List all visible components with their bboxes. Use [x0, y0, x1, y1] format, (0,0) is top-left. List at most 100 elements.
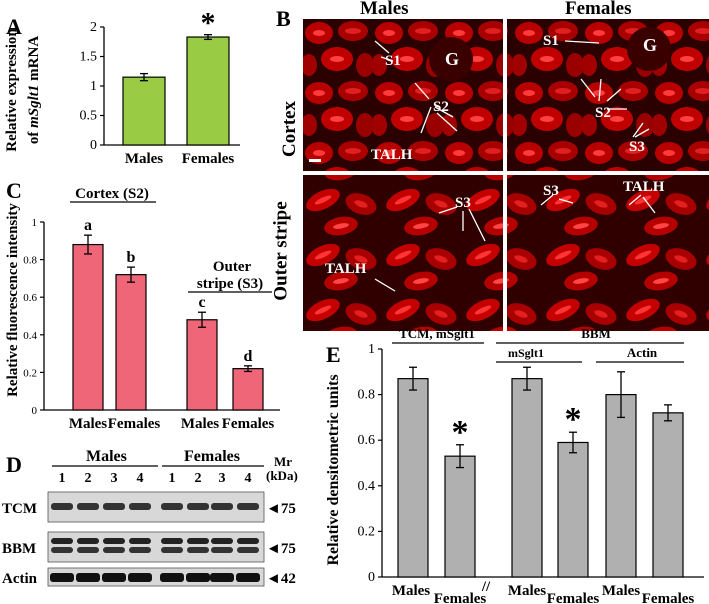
- panel-b-col-males: Males: [360, 0, 409, 19]
- axis-break-mark: //: [481, 579, 491, 595]
- panel-c-chart: 0 0.2 0.4 0.6 0.8 1 a Males b Females c Males d Femal…: [5, 186, 280, 432]
- bar: [72, 243, 104, 411]
- panel-a-letter: A: [6, 14, 22, 39]
- panel-a-ylabel: Relative expression: [4, 28, 20, 152]
- bar: [444, 455, 476, 578]
- blot-band: [51, 538, 73, 544]
- significance-letter: a: [84, 217, 92, 234]
- blot-band: [128, 573, 152, 582]
- significance-letter: c: [198, 294, 205, 311]
- panel-c-group2-line2: stripe (S3): [197, 276, 263, 292]
- category-label: Males: [125, 151, 163, 167]
- y-tick-label: 0.2: [358, 524, 376, 539]
- panel-d-mr: Mr: [274, 454, 293, 469]
- b-label-m-outer-talh: TALH: [325, 261, 367, 277]
- significance-star: *: [452, 414, 469, 451]
- y-tick-label: 0.8: [23, 255, 37, 267]
- b-label-f-g: G: [643, 35, 657, 55]
- y-tick-label: 0.2: [23, 367, 37, 379]
- lane-number: 2: [85, 471, 92, 486]
- y-tick-label: 0.5: [80, 109, 98, 124]
- blot-band: [103, 503, 125, 510]
- blot-band: [161, 503, 183, 510]
- bar: [557, 441, 589, 578]
- panel-a-ylabel-line1: Relative expression: [4, 28, 20, 152]
- panel-a-ylabel-prefix: of: [26, 128, 42, 144]
- y-tick-label: 0.4: [23, 330, 37, 342]
- bar: [115, 274, 147, 411]
- category-label: Females: [108, 416, 161, 432]
- blot-band: [161, 538, 183, 544]
- mw-marker: ◄75: [266, 541, 296, 557]
- b-label-f-s2: S2: [595, 105, 611, 121]
- panel-a-ylabel-line2: of mSglt1 mRNA: [26, 36, 42, 145]
- blot-band: [77, 547, 99, 553]
- b-label-m-s2: S2: [433, 99, 449, 115]
- y-tick-label: 1.5: [80, 50, 98, 65]
- micrograph-males-outer-stripe: [303, 175, 503, 331]
- significance-letter: b: [127, 249, 136, 266]
- category-label: Males: [508, 583, 546, 599]
- lane-number: 2: [195, 471, 202, 486]
- panel-e-bbm-sub1: mSglt1: [508, 346, 544, 360]
- panel-e-tcm-header: TCM, mSglt1: [399, 326, 475, 341]
- b-label-f-s3: S3: [629, 139, 645, 155]
- panel-c-ylabel: Relative fluorescence intensity: [5, 203, 21, 397]
- y-tick-label: 0: [368, 570, 375, 585]
- panel-d-kda: (kDa): [266, 468, 298, 483]
- category-label: Females: [434, 591, 487, 604]
- y-tick-label: 0: [90, 138, 97, 153]
- panel-d-blot: 1 2 3 4 1 2 3 4 TCM ◄75 BBM ◄75 Actin ◄42: [2, 465, 296, 587]
- blot-band: [76, 573, 100, 582]
- y-tick-label: 1: [32, 217, 38, 229]
- panel-e-ylabel: Relative densitometric units: [325, 374, 342, 565]
- blot-band: [103, 547, 125, 553]
- blot-band: [236, 573, 260, 582]
- mw-marker: ◄42: [266, 571, 296, 587]
- micrograph-females-cortex: [507, 19, 709, 171]
- blot-band: [187, 503, 209, 510]
- blot-band: [77, 538, 99, 544]
- blot-row-label: Actin: [2, 571, 38, 587]
- panel-a-chart: 0 0.5 1 1.5 2 Males * Females Relative expressi…: [4, 7, 240, 167]
- significance-letter: d: [244, 348, 253, 365]
- blot-band: [51, 503, 73, 510]
- blot-band: [237, 538, 259, 544]
- blot-band: [50, 573, 74, 582]
- category-label: Females: [547, 591, 600, 604]
- bar: [605, 393, 637, 578]
- category-label: Males: [602, 583, 640, 599]
- bar: [186, 319, 218, 411]
- b-label-m-outer-s3: S3: [455, 195, 471, 211]
- panel-e-bbm-sub2: Actin: [627, 345, 658, 360]
- panel-d-letter: D: [6, 452, 22, 477]
- mw-marker: ◄75: [266, 501, 296, 517]
- y-tick-label: 0.4: [358, 479, 376, 494]
- panel-b-col-females: Females: [565, 0, 632, 19]
- blot-band: [237, 547, 259, 553]
- panel-c-group2-line1: Outer: [213, 259, 252, 275]
- y-tick-label: 0.8: [358, 388, 376, 403]
- blot-band: [237, 503, 259, 510]
- lane-number: 3: [219, 471, 226, 486]
- lane-number: 4: [245, 471, 252, 486]
- y-tick-label: 1: [90, 79, 97, 94]
- bar: [232, 368, 264, 411]
- significance-star: *: [565, 401, 582, 438]
- category-label: Males: [181, 416, 219, 432]
- blot-band: [211, 538, 233, 544]
- panel-d-males: Males: [86, 448, 127, 465]
- blot-band: [129, 538, 151, 544]
- panel-e-bbm-header: BBM: [581, 326, 611, 341]
- lane-number: 4: [137, 471, 144, 486]
- lane-number: 1: [169, 471, 176, 486]
- micrograph-males-cortex: [303, 19, 503, 171]
- blot-band: [129, 547, 151, 553]
- panel-b-micrographs: S1 G S2 TALH S1 G S2 S3 S3 TALH S3 TALH: [303, 19, 709, 331]
- b-label-m-talh: TALH: [371, 147, 413, 163]
- y-tick-label: 0.6: [358, 433, 376, 448]
- panel-d-females: Females: [184, 448, 240, 465]
- blot-row-label: TCM: [2, 501, 37, 517]
- bar: [186, 36, 230, 146]
- blot-band: [211, 547, 233, 553]
